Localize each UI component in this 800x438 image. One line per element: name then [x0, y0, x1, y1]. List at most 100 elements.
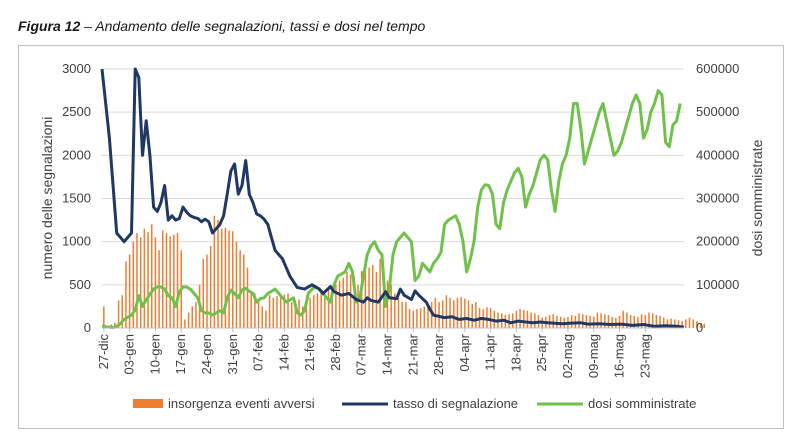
x-tick-label: 04-apr — [457, 333, 472, 371]
bar — [596, 312, 599, 328]
y-tick-label-right: 100000 — [696, 277, 739, 292]
axes: 0 500 1000 1500 2000 2500 3000 0 100000 200000 300… — [62, 61, 739, 378]
bar — [460, 296, 462, 328]
bar — [302, 306, 304, 328]
bar — [581, 314, 584, 328]
bar — [243, 254, 245, 328]
bar — [475, 302, 477, 328]
bar — [360, 271, 363, 328]
bar — [622, 310, 624, 328]
bar — [449, 297, 451, 328]
bar — [320, 293, 322, 328]
bar — [629, 315, 632, 328]
x-tick-label: 23-mag — [637, 334, 652, 378]
x-tick-label: 17-gen — [173, 334, 188, 374]
bar — [305, 302, 308, 328]
bar — [434, 297, 437, 328]
bar — [191, 306, 193, 328]
bar — [169, 236, 171, 328]
bar — [254, 293, 256, 328]
bar — [313, 295, 315, 328]
bar — [316, 293, 319, 328]
bar — [626, 312, 628, 328]
y-tick-label-left: 500 — [69, 277, 91, 292]
bar — [593, 316, 595, 328]
chart-frame — [18, 45, 784, 429]
x-tick-label: 16-mag — [612, 334, 627, 378]
x-tick-label: 07-feb — [251, 334, 266, 371]
bar — [364, 263, 367, 328]
bar — [357, 284, 359, 328]
bar — [327, 289, 330, 328]
bar — [213, 215, 216, 328]
bar — [283, 294, 286, 328]
bar — [570, 315, 573, 328]
bar — [220, 228, 223, 328]
bar — [585, 315, 588, 328]
x-tick-label: 28-feb — [328, 334, 343, 371]
bar — [125, 261, 127, 328]
bar — [419, 308, 422, 328]
bar — [534, 313, 536, 328]
x-tick-label: 24-gen — [199, 334, 214, 374]
line-tasso-segnalazione — [100, 67, 685, 329]
bar — [611, 316, 613, 328]
bar — [184, 319, 186, 328]
y-axis-label-left: numero delle segnalazioni — [39, 117, 55, 280]
bar — [132, 241, 135, 328]
bar — [342, 277, 345, 328]
bar — [441, 300, 444, 328]
x-tick-label: 14-mar — [379, 333, 394, 375]
y-tick-label-right: 200000 — [696, 234, 739, 249]
bar — [187, 312, 190, 328]
bar — [464, 298, 466, 328]
bar — [637, 316, 639, 328]
y-tick-label-left: 2500 — [62, 104, 91, 119]
y-tick-label-right: 500000 — [696, 104, 739, 119]
bar — [467, 300, 470, 328]
bar — [681, 321, 683, 328]
bar — [279, 295, 282, 328]
bar — [235, 241, 238, 328]
bar — [519, 309, 521, 328]
figure-caption: – Andamento delle segnalazioni, tassi e … — [80, 18, 426, 34]
bar — [662, 317, 665, 328]
bar — [261, 306, 263, 328]
bar — [640, 314, 643, 328]
bar — [655, 315, 658, 328]
y-tick-label-left: 1000 — [62, 234, 91, 249]
bar — [405, 302, 407, 328]
x-tick-label: 25-apr — [534, 333, 549, 371]
series-lines — [100, 67, 685, 330]
legend-label-dosi: dosi somministrate — [588, 396, 696, 411]
bar — [692, 319, 694, 328]
bar — [453, 300, 455, 328]
x-tick-label: 27-dic — [96, 334, 111, 370]
bar — [390, 284, 392, 328]
bar — [103, 306, 105, 328]
bar — [338, 280, 341, 328]
bar — [265, 310, 267, 328]
bar — [445, 295, 448, 328]
bar — [287, 293, 289, 328]
x-tick-label: 14-feb — [276, 334, 291, 371]
bar — [158, 250, 160, 328]
bar — [250, 293, 252, 328]
bar — [121, 295, 124, 328]
bar — [206, 254, 208, 328]
bar — [143, 228, 146, 328]
x-tick-label: 02-mag — [560, 334, 575, 378]
bar — [379, 258, 381, 328]
bar — [228, 230, 230, 328]
bar — [633, 315, 636, 328]
bar — [290, 302, 293, 328]
bar — [202, 258, 205, 328]
bar — [162, 230, 164, 328]
bar — [696, 321, 698, 328]
bar — [147, 232, 149, 328]
x-tick-label: 09-mag — [586, 334, 601, 378]
bar — [324, 297, 326, 328]
x-tick-label: 07-mar — [354, 333, 369, 375]
bar — [600, 313, 602, 328]
bar — [239, 250, 241, 328]
